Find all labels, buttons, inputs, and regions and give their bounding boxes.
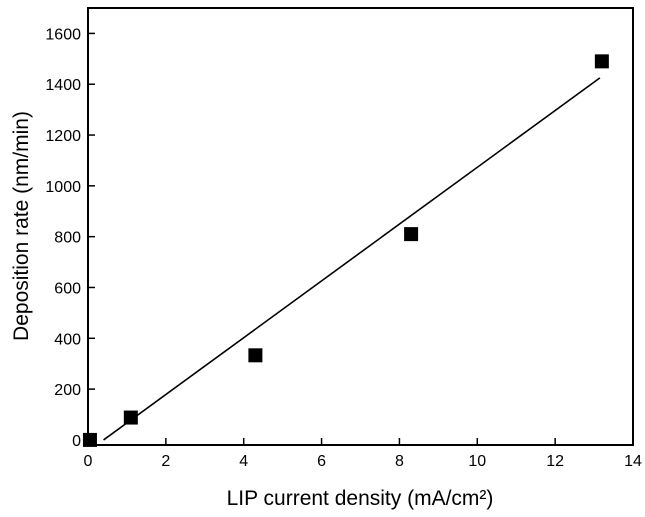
fit-line xyxy=(103,77,601,441)
data-point-square xyxy=(82,432,97,447)
fit-line-group xyxy=(103,77,601,441)
y-axis-title: Deposition rate (nm/min) xyxy=(10,111,33,341)
x-tick-label: 12 xyxy=(546,453,564,470)
data-point-square xyxy=(248,348,263,363)
y-tick-label: 400 xyxy=(54,331,81,348)
x-tick-label: 8 xyxy=(395,453,404,470)
x-tick-label: 2 xyxy=(161,453,170,470)
x-tick-label: 14 xyxy=(624,453,642,470)
data-point-square xyxy=(123,410,138,425)
x-tick-label: 4 xyxy=(239,453,248,470)
data-point-square xyxy=(404,227,419,242)
x-tick-label: 10 xyxy=(468,453,486,470)
x-axis-title: LIP current density (mA/cm²) xyxy=(227,487,494,510)
y-tick-label: 1200 xyxy=(45,128,81,145)
x-tick-label: 0 xyxy=(84,453,93,470)
y-tick-label: 1000 xyxy=(45,179,81,196)
y-tick-label: 1600 xyxy=(45,26,81,43)
y-tick-label: 1400 xyxy=(45,77,81,94)
plot-frame xyxy=(87,7,634,446)
x-axis-ticks: 0 2 4 6 8 10 12 14 xyxy=(84,438,642,470)
y-tick-label: 0 xyxy=(72,433,81,450)
y-tick-label: 600 xyxy=(54,280,81,297)
y-tick-label: 800 xyxy=(54,230,81,247)
data-points xyxy=(82,54,609,447)
data-point-square xyxy=(594,54,609,69)
y-tick-label: 200 xyxy=(54,382,81,399)
x-tick-label: 6 xyxy=(317,453,326,470)
y-axis-ticks: 0 200 400 600 800 1000 1200 1400 1600 xyxy=(45,26,95,450)
